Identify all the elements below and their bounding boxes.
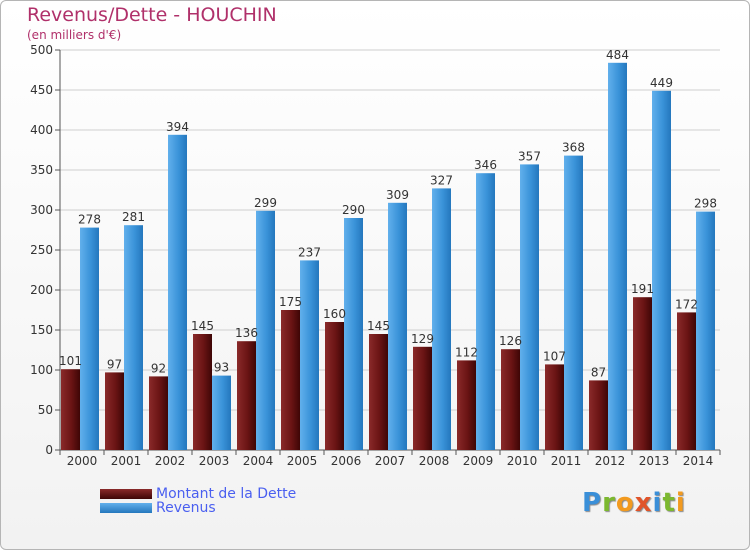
bar-revenue	[344, 218, 363, 450]
bar-debt	[545, 364, 564, 450]
x-tick-label: 2010	[507, 454, 538, 468]
y-tick-label: 450	[30, 83, 53, 97]
chart-title: Revenus/Dette - HOUCHIN	[27, 4, 277, 26]
data-label-revenue: 93	[214, 361, 229, 375]
data-label-revenue: 237	[298, 245, 321, 259]
x-tick-label: 2006	[331, 454, 362, 468]
data-label-debt: 126	[499, 334, 522, 348]
data-label-revenue: 449	[650, 76, 673, 90]
bar-debt	[589, 380, 608, 450]
bar-revenue	[212, 375, 231, 450]
bar-revenue	[564, 155, 583, 450]
bar-debt	[193, 334, 212, 450]
bar-revenue	[652, 90, 671, 451]
data-label-revenue: 278	[78, 213, 101, 227]
y-tick-label: 100	[30, 363, 53, 377]
data-label-revenue: 346	[474, 158, 497, 172]
data-label-revenue: 368	[562, 141, 585, 155]
bar-revenue	[124, 225, 143, 450]
data-label-revenue: 327	[430, 173, 453, 187]
data-label-debt: 172	[675, 297, 698, 311]
bar-revenue	[80, 227, 99, 450]
bar-debt	[105, 372, 124, 450]
data-label-debt: 191	[631, 282, 654, 296]
x-tick-label: 2005	[287, 454, 318, 468]
data-label-debt: 175	[279, 295, 302, 309]
bar-debt	[149, 376, 168, 450]
y-tick-label: 250	[30, 243, 53, 257]
bar-revenue	[696, 211, 715, 450]
x-tick-label: 2004	[243, 454, 274, 468]
bar-debt	[237, 341, 256, 450]
labels: 101 278 97 281 92 394 145 93 136 299 175 237 160 290 1…	[59, 48, 717, 380]
legend-swatch-debt	[100, 489, 152, 499]
data-label-revenue: 281	[122, 210, 145, 224]
legend-label-debt: Montant de la Dette	[156, 486, 297, 502]
x-tick-label: 2013	[639, 454, 670, 468]
data-label-debt: 145	[191, 319, 214, 333]
x-tick-label: 2007	[375, 454, 406, 468]
data-label-revenue: 484	[606, 48, 629, 62]
data-label-debt: 145	[367, 319, 390, 333]
y-tick-label: 150	[30, 323, 53, 337]
data-label-debt: 97	[107, 357, 122, 371]
bar-debt	[501, 349, 520, 450]
chart-subtitle: (en milliers d'€)	[27, 28, 122, 42]
x-tick-label: 2011	[551, 454, 582, 468]
bar-debt	[281, 310, 300, 450]
data-label-revenue: 309	[386, 188, 409, 202]
y-tick-label: 350	[30, 163, 53, 177]
bar-debt	[61, 369, 80, 450]
bar-debt	[633, 297, 652, 450]
data-label-debt: 112	[455, 345, 478, 359]
y-tick-label: 50	[38, 403, 53, 417]
axes: 0 50 100 150 200 250 300 350 400 450 500 2000 2001 20…	[30, 43, 721, 468]
bar-revenue	[432, 188, 451, 450]
bar-debt	[457, 360, 476, 450]
x-tick-label: 2014	[683, 454, 714, 468]
x-tick-label: 2009	[463, 454, 494, 468]
y-tick-label: 200	[30, 283, 53, 297]
data-label-revenue: 394	[166, 120, 189, 134]
y-tick-label: 0	[45, 443, 53, 457]
bar-revenue	[608, 62, 627, 451]
data-label-debt: 107	[543, 349, 566, 363]
data-label-revenue: 299	[254, 196, 277, 210]
bar-revenue	[476, 173, 495, 450]
data-label-debt: 160	[323, 307, 346, 321]
bars	[61, 62, 715, 451]
bar-debt	[369, 334, 388, 450]
data-label-revenue: 298	[694, 197, 717, 211]
bar-debt	[325, 322, 344, 450]
y-tick-label: 300	[30, 203, 53, 217]
legend-label-revenue: Revenus	[156, 500, 216, 516]
data-label-debt: 87	[591, 365, 606, 379]
x-tick-label: 2001	[111, 454, 142, 468]
bar-revenue	[168, 134, 187, 451]
bar-revenue	[256, 210, 275, 450]
data-label-revenue: 290	[342, 203, 365, 217]
data-label-debt: 129	[411, 332, 434, 346]
bar-revenue	[388, 202, 407, 450]
bar-debt	[413, 346, 432, 450]
proxiti-logo: Proxiti	[582, 488, 686, 518]
x-tick-label: 2000	[67, 454, 98, 468]
y-tick-label: 400	[30, 123, 53, 137]
data-label-debt: 101	[59, 354, 82, 368]
data-label-debt: 92	[151, 361, 166, 375]
legend-swatch-revenue	[100, 503, 152, 513]
bar-revenue	[520, 164, 539, 450]
x-tick-label: 2008	[419, 454, 450, 468]
data-label-revenue: 357	[518, 149, 541, 163]
bar-revenue	[300, 260, 319, 450]
bar-debt	[677, 312, 696, 450]
x-tick-label: 2012	[595, 454, 626, 468]
x-tick-label: 2002	[155, 454, 186, 468]
data-label-debt: 136	[235, 326, 258, 340]
x-tick-label: 2003	[199, 454, 230, 468]
y-tick-label: 500	[30, 43, 53, 57]
